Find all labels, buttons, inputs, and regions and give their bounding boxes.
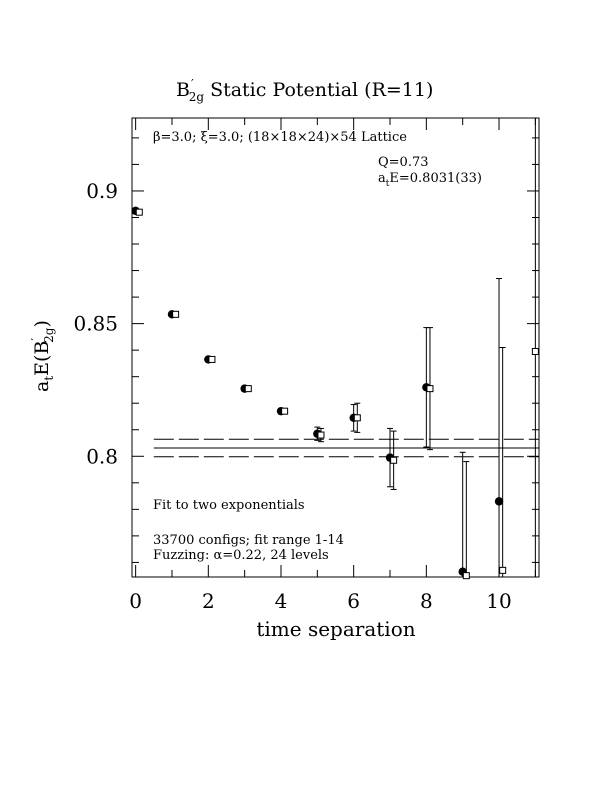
y-axis-label: atE(B′2g) — [29, 320, 56, 392]
data-point-square — [172, 310, 180, 318]
data-point-square — [208, 355, 216, 363]
y-tick-labels: 0.8 0.85 0.9 — [73, 179, 118, 468]
data-point-square — [135, 208, 143, 216]
lattice-annotation: β=3.0; ξ=3.0; (18×18×24)×54 Lattice — [153, 130, 407, 145]
x-tick-label: 8 — [420, 589, 433, 613]
data-point-square — [317, 431, 325, 439]
data-point-square — [499, 566, 507, 574]
data-point-square — [244, 385, 252, 393]
x-tick-label: 4 — [275, 589, 288, 613]
q-annotation: Q=0.73 — [378, 155, 429, 170]
y-tick-label: 0.85 — [73, 312, 118, 336]
x-tick-label: 10 — [486, 589, 511, 613]
data-point-square — [426, 385, 434, 393]
data-point-square — [353, 414, 361, 422]
data-point-circle — [494, 497, 504, 506]
fit-annotation: Fit to two exponentials — [153, 498, 305, 513]
energy-annotation: atE=0.8031(33) — [378, 171, 482, 189]
y-tick-label: 0.9 — [86, 179, 118, 203]
x-tick-label: 2 — [202, 589, 215, 613]
data-markers — [131, 206, 539, 580]
x-tick-labels: 0 2 4 6 8 10 — [129, 589, 511, 613]
data-point-square — [462, 572, 470, 580]
configs-annotation: 33700 configs; fit range 1-14 — [153, 533, 344, 548]
fit-band — [153, 438, 539, 458]
plot-frame — [131, 117, 540, 578]
fuzzing-annotation: Fuzzing: α=0.22, 24 levels — [153, 548, 329, 563]
x-axis-label: time separation — [256, 617, 415, 641]
data-point-square — [531, 347, 539, 355]
y-tick-label: 0.8 — [86, 444, 118, 468]
chart-title: B′ 2g Static Potential (R=11) — [176, 77, 433, 104]
x-tick-label: 6 — [347, 589, 360, 613]
x-tick-label: 0 — [129, 589, 142, 613]
data-point-square — [281, 407, 289, 415]
data-point-square — [390, 456, 398, 464]
